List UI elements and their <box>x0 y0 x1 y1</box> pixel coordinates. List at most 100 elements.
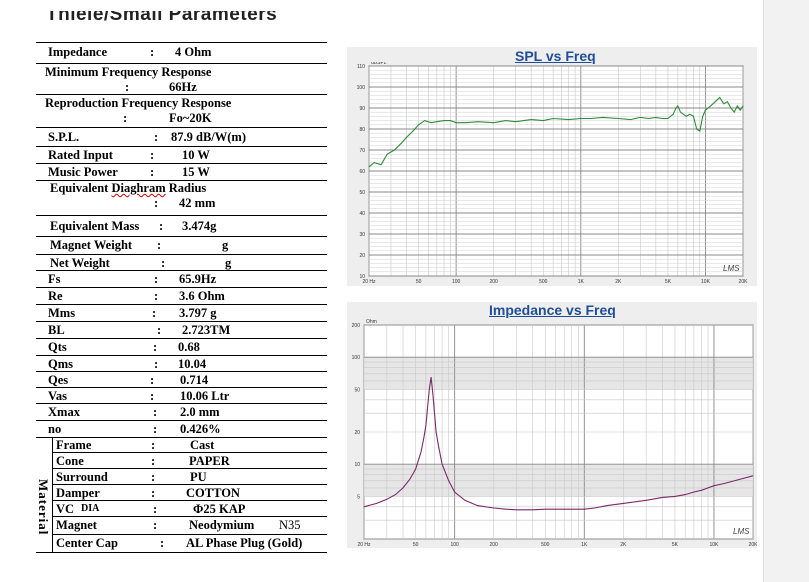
parameter-row: Qes: 0.714 <box>36 373 327 389</box>
data-point <box>563 508 565 510</box>
y-tick-label: 20 <box>354 430 360 436</box>
table-rule <box>36 387 327 388</box>
parameter-row: Net Weight: g <box>36 256 327 272</box>
data-point <box>689 113 691 115</box>
data-point <box>594 507 595 509</box>
parameter-row: Impedance: 4 Ohm <box>36 45 327 61</box>
material-extra: N35 <box>279 518 301 532</box>
y-tick-label: 60 <box>359 169 365 175</box>
parameter-row: Qms: 10.04 <box>36 357 327 373</box>
parameter-value: 0.426% <box>180 422 221 436</box>
data-point <box>719 97 721 98</box>
plot-band <box>364 464 753 497</box>
data-point <box>376 503 377 504</box>
table-rule <box>36 180 327 181</box>
y-tick-label: 90 <box>359 106 365 112</box>
data-point <box>438 444 439 446</box>
plot-band <box>364 357 753 390</box>
lms-watermark: LMS <box>723 264 740 273</box>
y-tick-label: 10 <box>359 274 365 280</box>
x-tick-label: 1K <box>578 279 585 285</box>
y-axis-label: Ohm <box>366 319 377 325</box>
table-rule <box>36 146 327 147</box>
table-rule <box>36 437 327 438</box>
parameter-value: 10.06 Ltr <box>180 389 230 403</box>
parameter-value: 10.04 <box>178 357 207 371</box>
table-rule <box>36 270 327 271</box>
material-value: AL Phase Plug (Gold) <box>186 536 303 550</box>
y-tick-label: 80 <box>359 127 365 133</box>
parameter-label: Magnet Weight <box>50 238 133 252</box>
data-point <box>727 101 728 103</box>
y-tick-label: 100 <box>352 355 361 361</box>
data-point <box>430 122 432 124</box>
parameter-label: Rated Input <box>48 148 113 162</box>
material-row: Cone: PAPER <box>36 454 327 470</box>
y-tick-label: 50 <box>359 190 365 196</box>
parameter-row: Mms: 3.797 g <box>36 306 327 322</box>
material-value: PAPER <box>189 454 230 468</box>
colon-separator: : <box>153 502 158 516</box>
table-rule <box>36 420 327 421</box>
parameter-label: Fs <box>48 272 61 286</box>
data-point <box>423 436 425 438</box>
colon-separator: : <box>150 373 155 387</box>
data-point <box>736 479 738 481</box>
x-tick-label: 200 <box>489 279 498 285</box>
colon-separator: : <box>154 289 159 303</box>
data-point <box>505 120 507 121</box>
parameter-row: Qts: 0.68 <box>36 340 327 356</box>
parameter-row: Re: 3.6 Ohm <box>36 289 327 305</box>
data-point <box>672 113 674 115</box>
x-tick-label: 500 <box>541 542 550 548</box>
material-value: COTTON <box>186 486 240 500</box>
colon-separator: : <box>160 536 165 550</box>
table-rule <box>36 236 327 237</box>
table-rule <box>36 215 327 216</box>
colon-separator: : <box>151 454 156 468</box>
parameter-value: 42 mm <box>179 196 216 210</box>
parameter-value: g <box>222 238 229 252</box>
spelling-underline: Diaghram <box>111 181 166 195</box>
data-point <box>432 393 434 395</box>
material-row: Surround: PU <box>36 470 327 486</box>
colon-separator: : <box>154 130 159 144</box>
data-point <box>515 121 517 123</box>
parameter-row: Equivalent Diaghram Radius: 42 mm <box>36 181 327 211</box>
x-tick-label: 10K <box>701 279 711 285</box>
data-point <box>705 109 706 111</box>
series-line <box>368 96 744 168</box>
data-point <box>386 153 388 155</box>
impedance-vs-freq-chart: 200 100 50 20 10 5 20 Hz 50 100 200 500 1K 2K 5K 10K 20… <box>352 319 757 548</box>
parameter-label: Xmax <box>48 405 80 419</box>
data-point <box>412 130 414 132</box>
parameter-label: Impedance <box>48 45 108 59</box>
data-point <box>733 111 735 113</box>
material-label: Material <box>36 478 51 536</box>
table-rule <box>52 452 327 453</box>
y-tick-label: 200 <box>352 323 361 329</box>
data-point <box>435 431 437 433</box>
data-point <box>363 506 365 508</box>
data-point <box>493 122 495 124</box>
table-rule <box>52 500 327 501</box>
data-point <box>552 118 554 119</box>
parameter-row: Fs: 65.9Hz <box>36 272 327 288</box>
data-point <box>655 117 657 118</box>
data-point <box>380 164 382 166</box>
data-point <box>568 119 570 120</box>
y-axis-label: dBSPL <box>371 62 387 66</box>
x-tick-label: 100 <box>452 279 461 285</box>
data-point <box>702 116 704 117</box>
material-divider <box>52 437 53 553</box>
parameter-row: S.P.L.:87.9 dB/W(m) <box>36 130 327 146</box>
y-tick-label: 10 <box>354 462 360 468</box>
colon-separator: : <box>153 405 158 419</box>
data-point <box>429 387 430 388</box>
material-value: PU <box>190 470 207 484</box>
table-rule <box>36 287 327 288</box>
material-value: Neodymium <box>189 518 255 532</box>
material-row: Center Cap: AL Phase Plug (Gold) <box>36 536 327 552</box>
data-point <box>434 412 435 414</box>
